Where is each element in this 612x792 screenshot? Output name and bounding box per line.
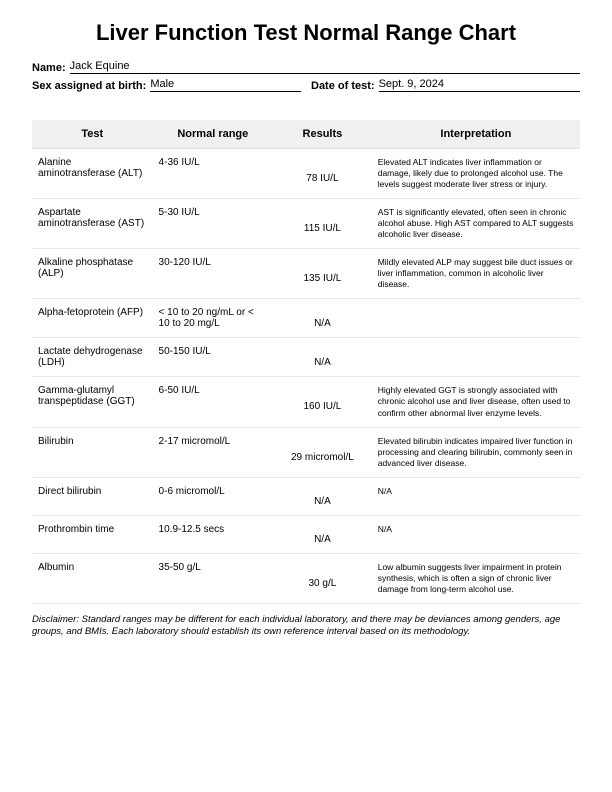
table-row: Direct bilirubin0-6 micromol/LN/AN/A: [32, 477, 580, 515]
cell-interp: Low albumin suggests liver impairment in…: [372, 553, 580, 603]
cell-result: 78 IU/L: [273, 149, 372, 199]
table-row: Alkaline phosphatase (ALP)30-120 IU/L135…: [32, 249, 580, 299]
cell-range: 5-30 IU/L: [153, 199, 274, 249]
cell-result: N/A: [273, 515, 372, 553]
cell-range: 50-150 IU/L: [153, 338, 274, 377]
header-test: Test: [32, 120, 153, 149]
cell-result: N/A: [273, 477, 372, 515]
name-row: Name: Jack Equine: [32, 60, 580, 74]
cell-test: Prothrombin time: [32, 515, 153, 553]
cell-test: Alpha-fetoprotein (AFP): [32, 299, 153, 338]
table-row: Prothrombin time10.9-12.5 secsN/AN/A: [32, 515, 580, 553]
cell-interp: Elevated ALT indicates liver inflammatio…: [372, 149, 580, 199]
cell-range: 0-6 micromol/L: [153, 477, 274, 515]
header-interp: Interpretation: [372, 120, 580, 149]
cell-test: Direct bilirubin: [32, 477, 153, 515]
cell-interp: [372, 338, 580, 377]
cell-result: 160 IU/L: [273, 377, 372, 427]
cell-range: 2-17 micromol/L: [153, 427, 274, 477]
cell-interp: Mildly elevated ALP may suggest bile duc…: [372, 249, 580, 299]
disclaimer: Disclaimer: Standard ranges may be diffe…: [32, 614, 580, 639]
cell-test: Gamma-glutamyl transpeptidase (GGT): [32, 377, 153, 427]
lft-table: Test Normal range Results Interpretation…: [32, 120, 580, 604]
cell-test: Albumin: [32, 553, 153, 603]
cell-interp: [372, 299, 580, 338]
table-row: Alanine aminotransferase (ALT)4-36 IU/L7…: [32, 149, 580, 199]
cell-result: 135 IU/L: [273, 249, 372, 299]
cell-range: 10.9-12.5 secs: [153, 515, 274, 553]
cell-result: N/A: [273, 338, 372, 377]
table-row: Albumin35-50 g/L30 g/LLow albumin sugges…: [32, 553, 580, 603]
cell-result: 29 micromol/L: [273, 427, 372, 477]
cell-interp: Highly elevated GGT is strongly associat…: [372, 377, 580, 427]
table-row: Lactate dehydrogenase (LDH)50-150 IU/LN/…: [32, 338, 580, 377]
cell-test: Alanine aminotransferase (ALT): [32, 149, 153, 199]
table-row: Bilirubin2-17 micromol/L29 micromol/LEle…: [32, 427, 580, 477]
sex-label: Sex assigned at birth:: [32, 80, 146, 92]
cell-range: 6-50 IU/L: [153, 377, 274, 427]
cell-result: N/A: [273, 299, 372, 338]
cell-interp: N/A: [372, 477, 580, 515]
cell-test: Bilirubin: [32, 427, 153, 477]
cell-interp: Elevated bilirubin indicates impaired li…: [372, 427, 580, 477]
cell-test: Lactate dehydrogenase (LDH): [32, 338, 153, 377]
sex-date-row: Sex assigned at birth: Male Date of test…: [32, 78, 580, 92]
sex-field[interactable]: Male: [150, 78, 301, 92]
header-results: Results: [273, 120, 372, 149]
cell-test: Aspartate aminotransferase (AST): [32, 199, 153, 249]
cell-interp: AST is significantly elevated, often see…: [372, 199, 580, 249]
cell-range: 30-120 IU/L: [153, 249, 274, 299]
page-title: Liver Function Test Normal Range Chart: [32, 20, 580, 46]
cell-interp: N/A: [372, 515, 580, 553]
table-row: Alpha-fetoprotein (AFP)< 10 to 20 ng/mL …: [32, 299, 580, 338]
cell-result: 115 IU/L: [273, 199, 372, 249]
cell-range: < 10 to 20 ng/mL or < 10 to 20 mg/L: [153, 299, 274, 338]
table-header-row: Test Normal range Results Interpretation: [32, 120, 580, 149]
header-range: Normal range: [153, 120, 274, 149]
table-row: Aspartate aminotransferase (AST)5-30 IU/…: [32, 199, 580, 249]
name-field[interactable]: Jack Equine: [70, 60, 580, 74]
cell-test: Alkaline phosphatase (ALP): [32, 249, 153, 299]
cell-range: 4-36 IU/L: [153, 149, 274, 199]
date-field[interactable]: Sept. 9, 2024: [379, 78, 580, 92]
cell-result: 30 g/L: [273, 553, 372, 603]
name-label: Name:: [32, 62, 66, 74]
date-label: Date of test:: [311, 80, 375, 92]
table-row: Gamma-glutamyl transpeptidase (GGT)6-50 …: [32, 377, 580, 427]
cell-range: 35-50 g/L: [153, 553, 274, 603]
